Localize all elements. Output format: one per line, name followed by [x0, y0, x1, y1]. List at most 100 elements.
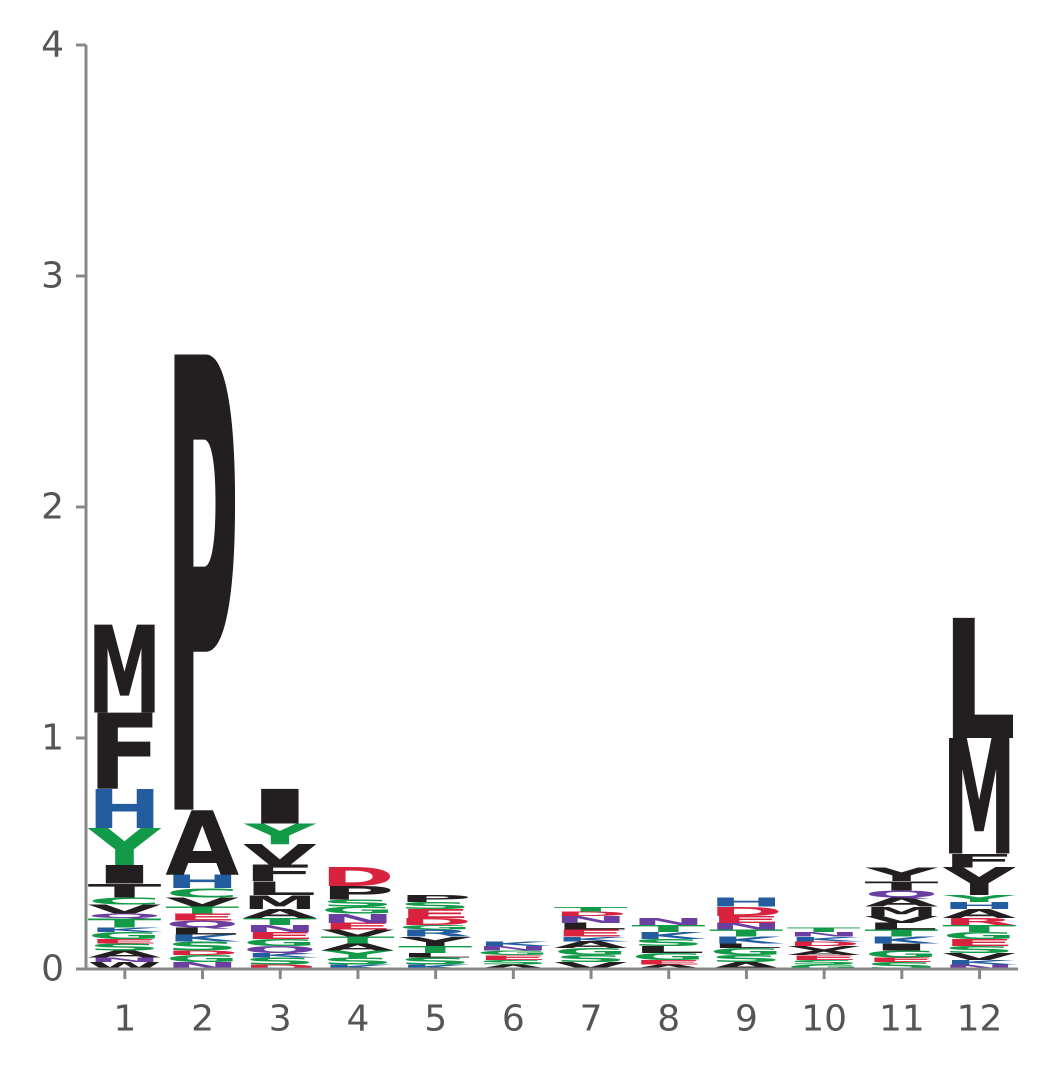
logo-glyph: S	[398, 900, 472, 911]
logo-glyph: G	[554, 946, 628, 957]
logo-glyph: Y	[243, 818, 316, 851]
logo-glyph: Y	[942, 860, 1016, 904]
logo-glyph: E	[321, 921, 395, 932]
logo-glyph: N	[942, 963, 1016, 970]
logo-glyph: I	[88, 860, 162, 890]
logo-glyph: M	[88, 601, 162, 742]
logo-glyph: N	[787, 931, 861, 938]
logo-glyph: N	[243, 923, 317, 934]
x-tick-label: 11	[879, 999, 925, 1040]
logo-glyph: S	[864, 960, 938, 971]
logo-glyph: V	[165, 895, 239, 910]
logo-glyph: K	[89, 926, 164, 933]
logo-glyph: K	[788, 936, 863, 943]
logo-glyph: Q	[243, 944, 317, 955]
logo-glyph: Y	[321, 949, 396, 960]
logo-glyph: L	[942, 585, 1016, 777]
logo-glyph: A	[321, 942, 394, 953]
logo-glyph: G	[942, 930, 1016, 941]
logo-glyph: P	[165, 232, 239, 958]
logo-glyph: L	[243, 877, 317, 899]
logo-glyph-layer: WNASEGKTQVCTIYHFMNGDSKLQETVCHAPDSKQGENTA…	[87, 232, 1018, 972]
logo-glyph: A	[709, 960, 782, 971]
logo-glyph: E	[554, 928, 628, 939]
x-tick-label: 8	[657, 999, 680, 1040]
y-tick-label: 0	[41, 949, 64, 990]
logo-glyph: N	[554, 914, 628, 925]
logo-glyph: E	[87, 938, 161, 945]
x-axis-ticks: 1 2 3 4 5 6 7 8 9 10 11 12	[113, 969, 1002, 1040]
x-tick-label: 10	[801, 999, 847, 1040]
x-tick-label: 4	[346, 999, 369, 1040]
logo-glyph: D	[554, 910, 628, 917]
x-tick-label: 3	[269, 999, 292, 1040]
logo-glyph: D	[787, 940, 861, 947]
logo-glyph: G	[709, 946, 783, 957]
logo-glyph: S	[321, 898, 395, 909]
logo-glyph: A	[88, 949, 161, 960]
logo-glyph: S	[631, 937, 705, 948]
x-tick-label: 1	[113, 999, 136, 1040]
y-tick-label: 4	[41, 25, 64, 66]
logo-glyph: N	[321, 911, 395, 926]
logo-glyph: W	[88, 960, 162, 971]
logo-glyph: V	[787, 945, 860, 952]
logo-glyph: G	[87, 930, 161, 941]
logo-glyph: G	[864, 949, 938, 960]
logo-glyph: S	[243, 956, 317, 967]
logo-glyph: Q	[864, 889, 938, 900]
logo-glyph: N	[709, 921, 783, 932]
logo-glyph: G	[165, 953, 239, 964]
logo-glyph: V	[554, 960, 627, 971]
logo-glyph: A	[632, 963, 705, 970]
logo-glyph: G	[631, 951, 705, 962]
logo-glyph: R	[398, 928, 472, 939]
x-tick-label: 2	[191, 999, 214, 1040]
logo-glyph: A	[476, 963, 549, 970]
logo-glyph: E	[476, 954, 550, 961]
logo-glyph: K	[711, 935, 784, 946]
logo-glyph: M	[942, 708, 1016, 892]
logo-glyph: E	[864, 956, 938, 963]
logo-glyph: K	[167, 933, 240, 944]
logo-glyph: S	[87, 942, 161, 953]
logo-glyph: E	[942, 937, 1016, 948]
logo-glyph: K	[944, 959, 1019, 966]
logo-glyph: T	[88, 880, 162, 902]
logo-glyph: K	[866, 935, 939, 946]
logo-glyph: L	[554, 921, 628, 932]
logo-glyph: G	[476, 949, 550, 956]
logo-glyph: C	[165, 886, 239, 901]
logo-glyph: V	[243, 839, 318, 872]
logo-glyph: K	[322, 963, 397, 970]
logo-glyph: T	[787, 926, 861, 933]
x-tick-label: 5	[424, 999, 447, 1040]
logo-glyph: F	[942, 850, 1016, 872]
logo-glyph: A	[243, 907, 317, 922]
logo-glyph: K	[400, 963, 475, 970]
logo-glyph: H	[709, 895, 783, 910]
logo-glyph: Q	[87, 912, 161, 919]
logo-glyph: S	[787, 959, 861, 966]
logo-glyph: G	[321, 905, 395, 916]
logo-glyph: N	[631, 916, 705, 927]
logo-glyph: L	[165, 926, 239, 937]
logo-glyph: E	[165, 912, 239, 923]
logo-glyph: I	[865, 942, 939, 953]
logo-glyph: A	[554, 939, 627, 950]
logo-glyph: R	[942, 916, 1016, 927]
logo-glyph: D	[243, 963, 317, 970]
logo-glyph: V	[321, 928, 394, 939]
logo-glyph: D	[165, 949, 239, 956]
logo-glyph: E	[631, 959, 705, 966]
logo-glyph: V	[865, 914, 938, 925]
logo-glyph: L	[865, 921, 939, 932]
x-tick-label: 6	[502, 999, 525, 1040]
logo-glyph: M	[243, 891, 317, 913]
x-tick-label: 9	[735, 999, 758, 1040]
